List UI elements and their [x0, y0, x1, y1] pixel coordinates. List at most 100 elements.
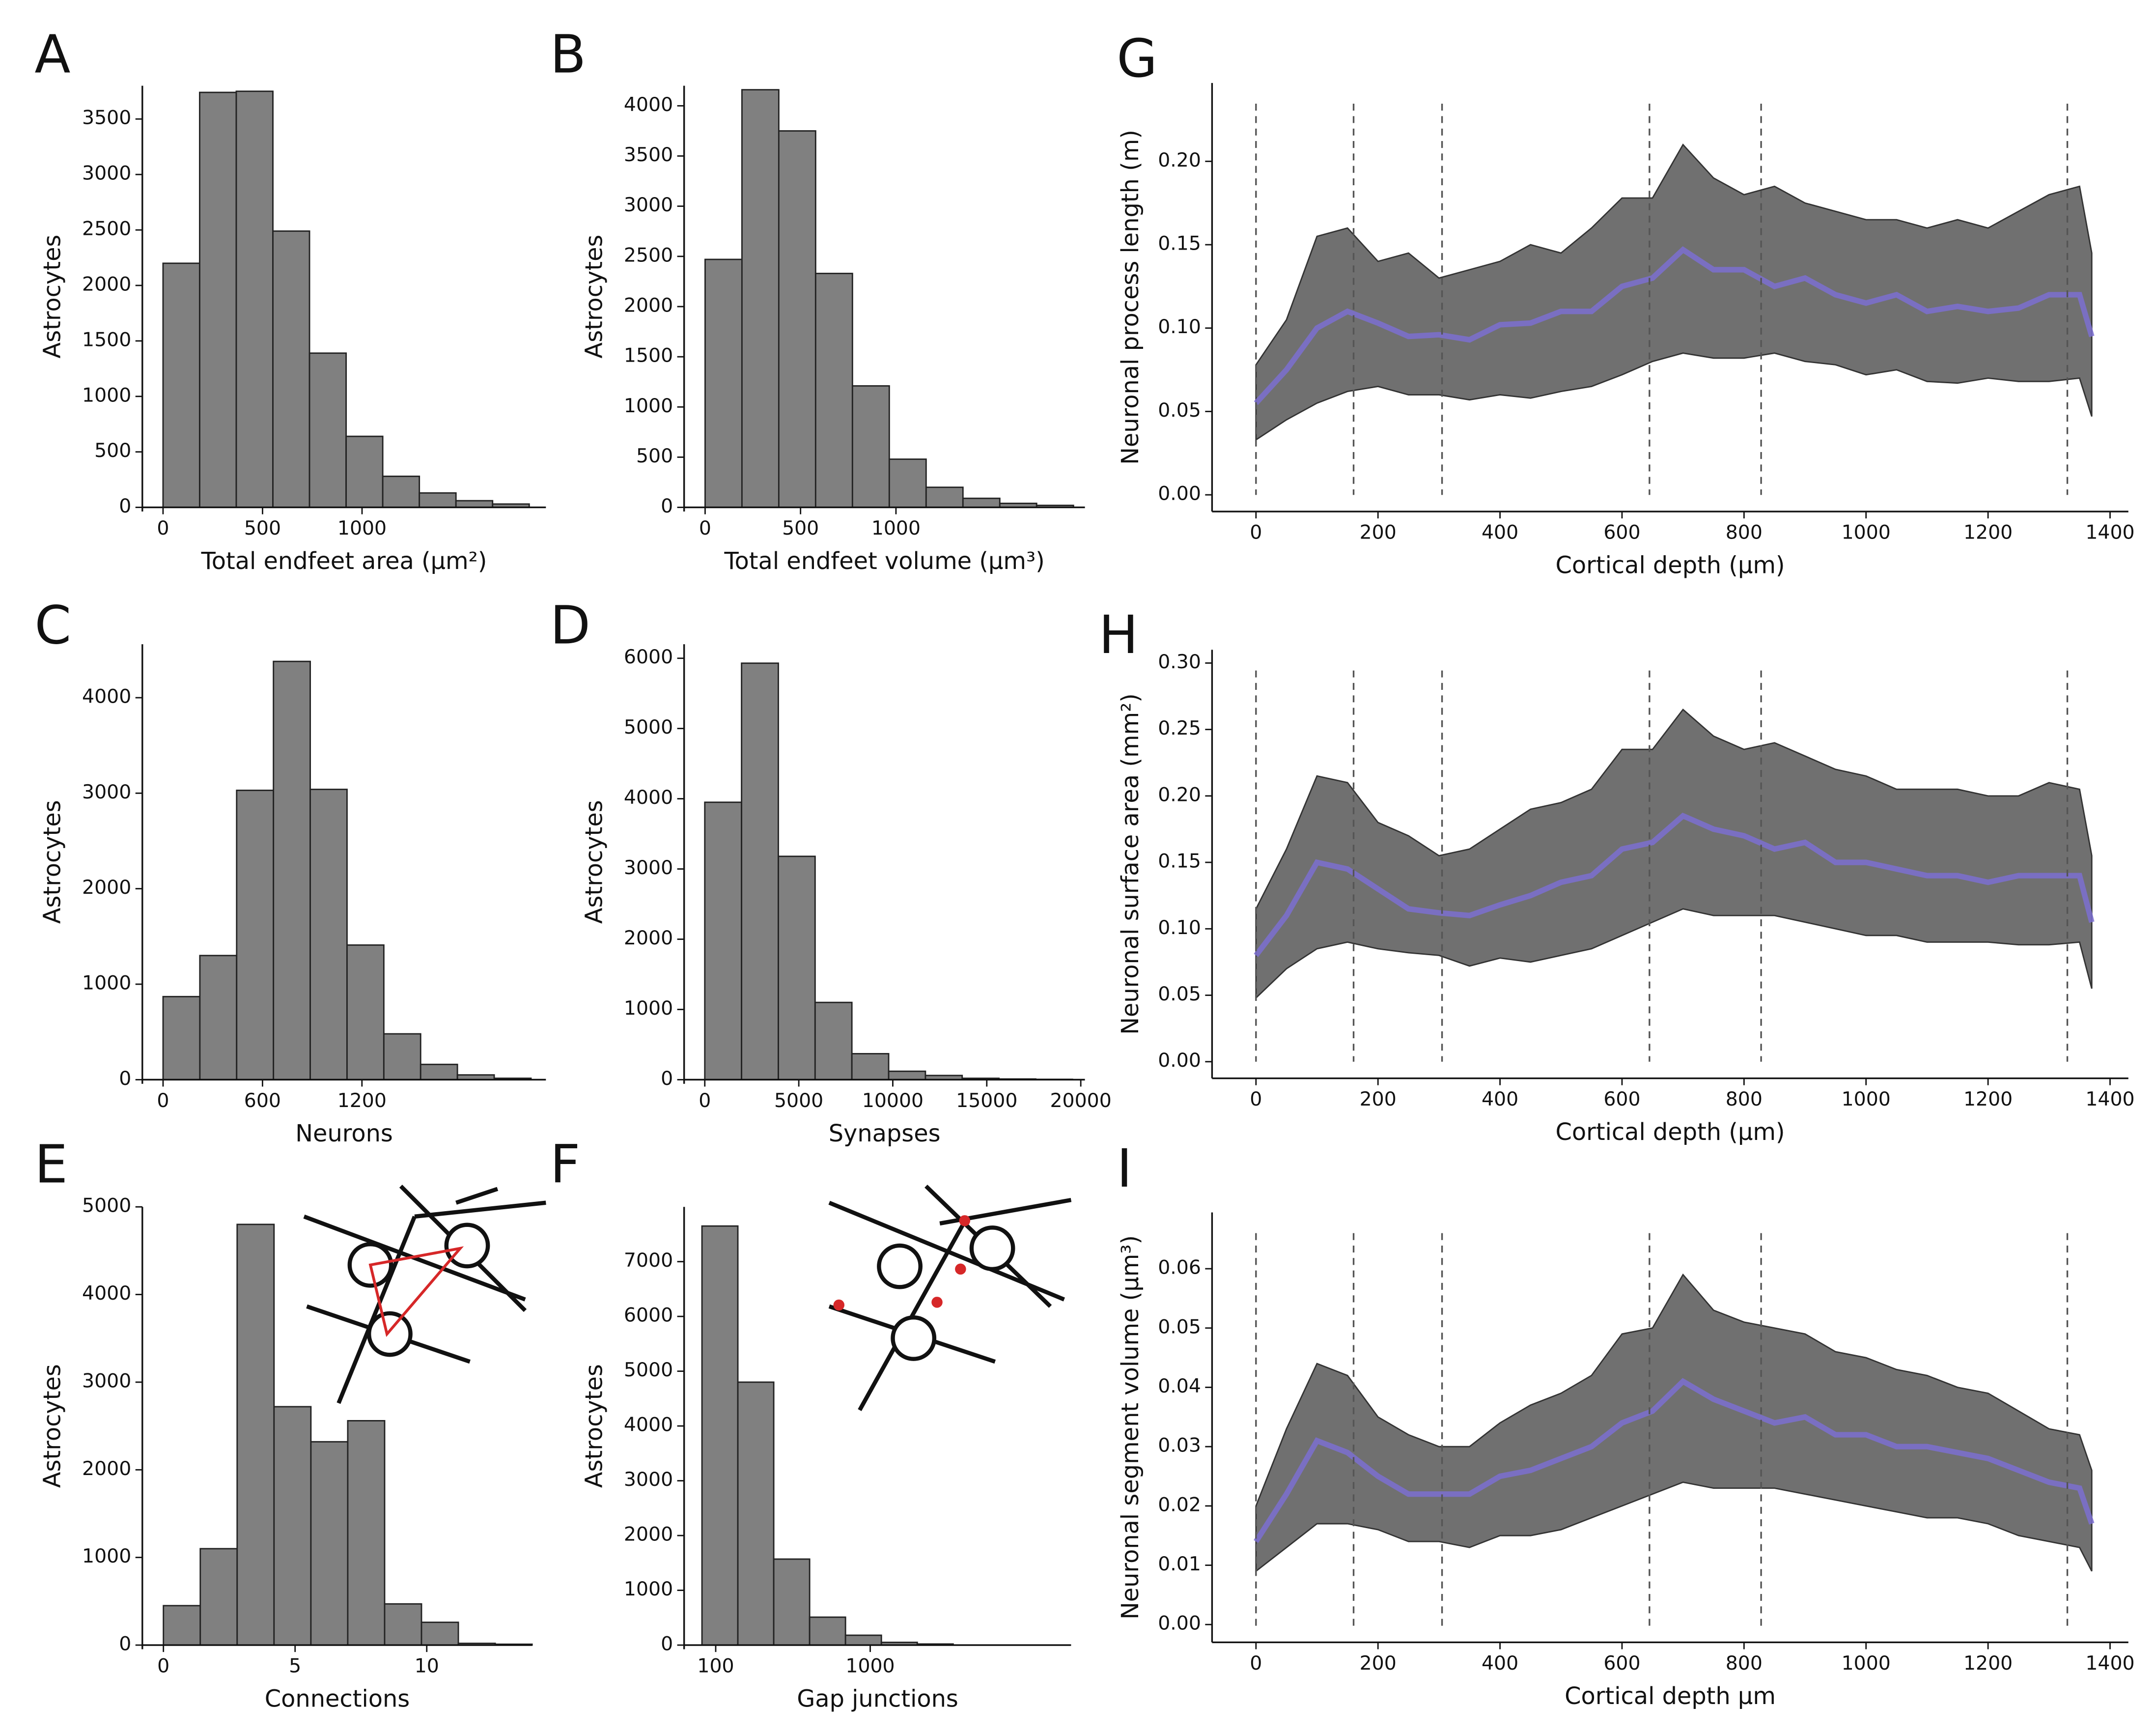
y-tick-label: 2000: [82, 876, 131, 899]
mean-line: [1254, 246, 2095, 405]
y-tick-label: 2000: [624, 1523, 673, 1546]
y-axis-label: Neuronal process length (m): [1117, 130, 1144, 465]
y-tick-label: 2000: [624, 294, 673, 316]
bar: [273, 1406, 312, 1646]
y-tick-label: 0.25: [1158, 717, 1201, 739]
bar: [382, 475, 420, 508]
bar: [199, 1548, 238, 1646]
x-tick-label: 1000: [845, 1655, 895, 1677]
y-tick-label: 6000: [624, 646, 673, 668]
y-axis-label: Astrocytes: [39, 235, 66, 359]
y-tick-label: 0.10: [1158, 916, 1201, 939]
x-tick-label: 800: [1726, 521, 1763, 544]
bar: [962, 497, 1001, 508]
y-tick-label: 3000: [82, 781, 131, 803]
bar: [347, 1420, 386, 1646]
bar: [704, 258, 743, 508]
y-tick-label: 1000: [82, 972, 131, 995]
x-tick-label: 600: [1603, 521, 1640, 544]
bar: [272, 230, 310, 508]
y-tick-label: 0.02: [1158, 1493, 1201, 1516]
y-tick-label: 0: [661, 495, 673, 517]
bar: [888, 458, 927, 508]
panel-label: B: [550, 24, 586, 85]
bar: [888, 1070, 926, 1080]
bar: [162, 262, 200, 508]
y-tick-label: 0.15: [1158, 850, 1201, 873]
x-tick-label: 800: [1726, 1652, 1763, 1675]
x-tick-label: 800: [1726, 1088, 1763, 1110]
y-tick-label: 2000: [82, 1457, 131, 1480]
band: [1255, 709, 2093, 1000]
x-tick-label: 20000: [1050, 1089, 1112, 1112]
y-tick-label: 3000: [624, 856, 673, 879]
bar: [851, 1053, 890, 1080]
bar: [701, 1225, 739, 1646]
y-axis-label: Astrocytes: [39, 1364, 66, 1488]
bar: [741, 89, 780, 508]
x-axis-label: Gap junctions: [797, 1686, 958, 1713]
x-axis-label: Total endfeet area (μm²): [201, 548, 487, 575]
x-axis-label: Neurons: [295, 1120, 393, 1147]
bar: [162, 995, 201, 1080]
bar: [773, 1558, 811, 1646]
y-tick-label: 0.15: [1158, 232, 1201, 255]
x-tick-label: 5: [289, 1655, 301, 1677]
y-axis-label: Neuronal segment volume (μm³): [1117, 1235, 1144, 1620]
y-tick-label: 1000: [624, 997, 673, 1020]
panel-label: C: [34, 595, 71, 656]
y-tick-label: 0: [119, 1633, 131, 1655]
x-tick-label: 1200: [337, 1089, 387, 1112]
y-axis-label: Astrocytes: [581, 1364, 608, 1488]
x-axis-label: Total endfeet volume (μm³): [724, 548, 1044, 575]
x-tick-label: 1200: [1963, 1652, 2013, 1675]
panel-label: I: [1117, 1138, 1132, 1199]
y-tick-label: 0.05: [1158, 983, 1201, 1005]
bar: [851, 385, 890, 508]
x-tick-label: 0: [699, 517, 711, 540]
x-tick-label: 200: [1360, 1652, 1397, 1675]
y-tick-label: 0.03: [1158, 1434, 1201, 1457]
y-tick-label: 2500: [624, 244, 673, 266]
x-tick-label: 0: [157, 1655, 169, 1677]
y-tick-label: 1000: [82, 384, 131, 406]
y-tick-label: 2500: [82, 218, 131, 240]
y-tick-label: 3000: [82, 162, 131, 185]
x-tick-label: 0: [699, 1089, 711, 1112]
x-tick-label: 0: [157, 1089, 169, 1112]
bar: [737, 1381, 775, 1646]
x-tick-label: 400: [1482, 1652, 1518, 1675]
y-tick-label: 0: [119, 495, 131, 517]
bar: [236, 1223, 275, 1646]
x-tick-label: 0: [1250, 1088, 1262, 1110]
x-tick-label: 600: [1603, 1652, 1640, 1675]
x-axis-label: Synapses: [829, 1120, 941, 1147]
x-axis-label: Cortical depth μm: [1565, 1683, 1776, 1710]
band: [1255, 1273, 2093, 1573]
y-axis-label: Astrocytes: [581, 235, 608, 359]
x-tick-label: 1400: [2085, 1652, 2134, 1675]
bar: [384, 1603, 422, 1646]
y-tick-label: 3000: [624, 1468, 673, 1491]
x-tick-label: 200: [1360, 1088, 1397, 1110]
panel-label: H: [1099, 605, 1138, 666]
y-tick-label: 7000: [624, 1249, 673, 1272]
x-axis-label: Cortical depth (μm): [1556, 552, 1785, 579]
y-tick-label: 1000: [82, 1545, 131, 1567]
y-tick-label: 5000: [624, 1359, 673, 1381]
bar: [236, 790, 275, 1080]
panel-label: D: [550, 595, 590, 656]
x-tick-label: 1400: [2085, 521, 2134, 544]
y-tick-label: 4000: [82, 1282, 131, 1305]
bar: [420, 1063, 458, 1080]
x-axis-label: Cortical depth (μm): [1556, 1119, 1785, 1146]
y-tick-label: 6000: [624, 1304, 673, 1327]
x-tick-label: 600: [244, 1089, 281, 1112]
inset-gap-junctions: [828, 1184, 1072, 1411]
y-tick-label: 2000: [82, 273, 131, 295]
bar: [809, 1616, 846, 1646]
y-tick-label: 0.05: [1158, 399, 1201, 422]
x-tick-label: 0: [157, 517, 169, 540]
y-tick-label: 2000: [624, 927, 673, 949]
x-axis-label: Connections: [265, 1686, 410, 1713]
